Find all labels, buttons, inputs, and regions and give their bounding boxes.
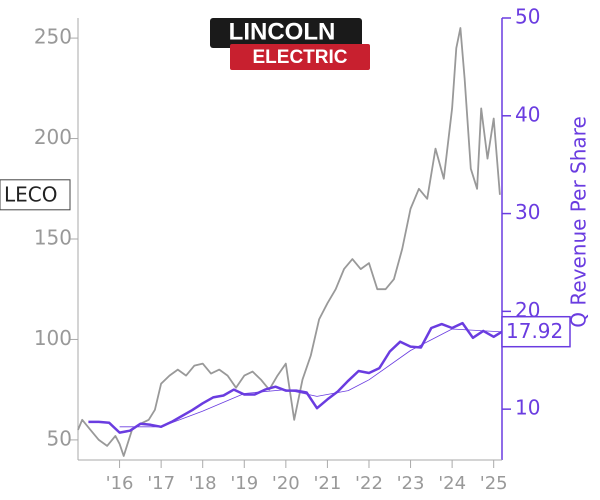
logo-bottom-text: ELECTRIC bbox=[253, 47, 348, 68]
x-tick-label: '16 bbox=[106, 473, 134, 494]
y-tick-label: 150 bbox=[34, 226, 72, 250]
ticker-label: LECO bbox=[4, 182, 58, 206]
x-tick-label: '25 bbox=[480, 473, 508, 494]
x-tick-label: '17 bbox=[147, 473, 175, 494]
y2-tick-label: 10 bbox=[515, 396, 540, 420]
y2-tick-label: 50 bbox=[515, 5, 540, 29]
y-tick-label: 250 bbox=[34, 25, 72, 49]
x-tick-label: '20 bbox=[272, 473, 300, 494]
x-tick-label: '24 bbox=[438, 473, 466, 494]
y-tick-label: 50 bbox=[47, 426, 72, 450]
ticker-box bbox=[0, 179, 71, 211]
y2-tick-label: 40 bbox=[515, 102, 540, 126]
logo: LINCOLN ELECTRIC bbox=[210, 18, 370, 70]
x-tick-label: '19 bbox=[230, 473, 258, 494]
x-tick-label: '21 bbox=[313, 473, 341, 494]
revenue-line bbox=[119, 328, 503, 428]
y-tick-label: 200 bbox=[34, 125, 72, 149]
y2-axis-label: Q Revenue Per Share bbox=[567, 116, 591, 328]
y-tick-label: 100 bbox=[34, 326, 72, 350]
y2-tick-label: 30 bbox=[515, 200, 540, 224]
value-label: 17.92 bbox=[506, 319, 563, 343]
value-box bbox=[501, 315, 571, 348]
logo-bottom-band bbox=[230, 44, 370, 70]
logo-top-text: LINCOLN bbox=[229, 18, 336, 45]
revenue-line bbox=[88, 321, 503, 434]
logo-top-band bbox=[210, 18, 362, 48]
x-tick-label: '22 bbox=[355, 473, 383, 494]
x-tick-label: '18 bbox=[189, 473, 217, 494]
x-tick-label: '23 bbox=[397, 473, 425, 494]
price-line bbox=[77, 27, 501, 457]
